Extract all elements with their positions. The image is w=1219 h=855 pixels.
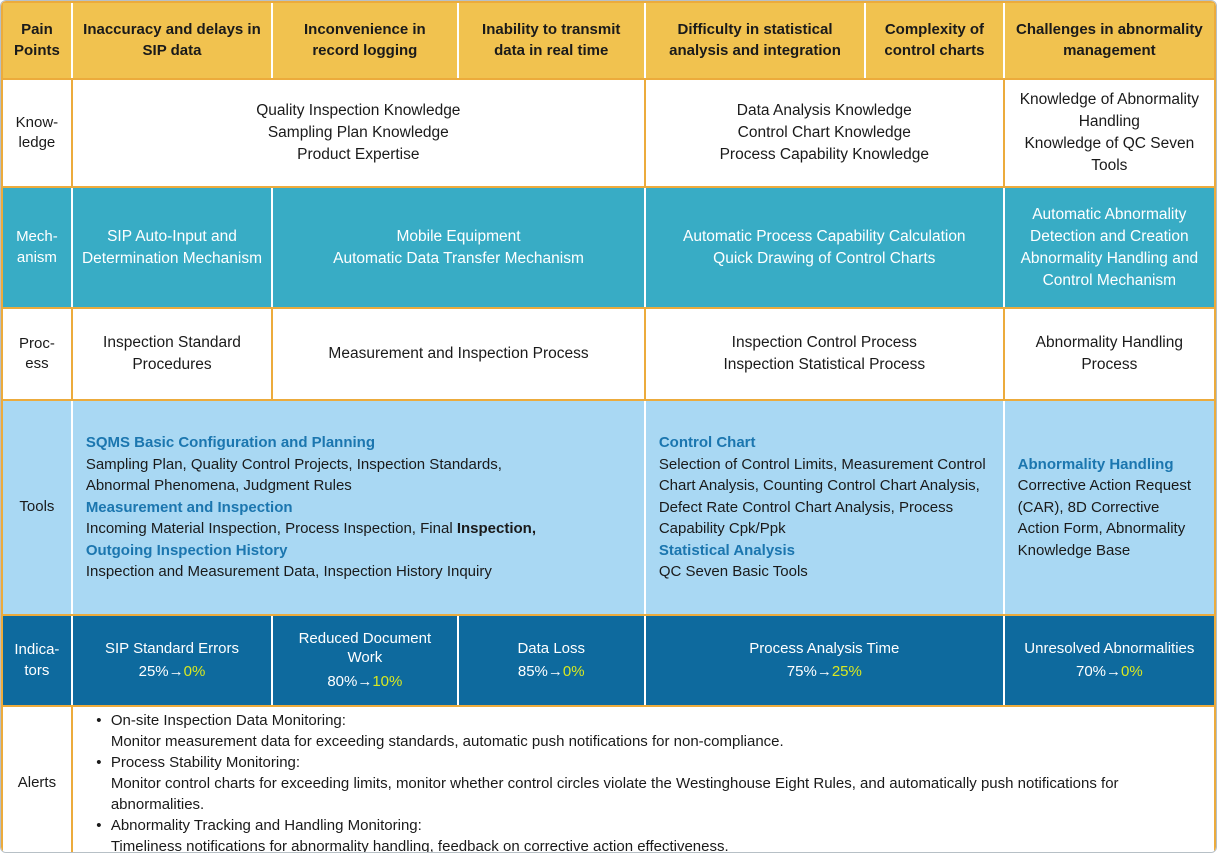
bullet-icon: •: [96, 754, 102, 771]
alert-title: Abnormality Tracking and Handling Monito…: [110, 817, 422, 834]
tools-heading-control-chart: Control Chart: [658, 433, 756, 451]
row-label-process: Proc- ess: [3, 309, 73, 399]
tools-cell-abnormality: Abnormality Handling Corrective Action R…: [1005, 401, 1214, 614]
mechanism-cell-abnormality: Automatic Abnormality Detection and Crea…: [1020, 205, 1199, 289]
indicator-cell-unresolved-abnormalities: Unresolved Abnormalities 70%→0%: [1005, 616, 1214, 705]
knowledge-cell-abnormality: Knowledge of Abnormality Handling Knowle…: [1019, 91, 1199, 174]
indicator-title: SIP Standard Errors: [105, 639, 239, 657]
alert-item-tracking: • Abnormality Tracking and Handling Moni…: [87, 815, 1200, 853]
alert-desc: Monitor measurement data for exceeding s…: [110, 733, 784, 750]
tools-heading-outgoing: Outgoing Inspection History: [85, 541, 288, 559]
tools-text-inquiry: Inspection and Measurement Data, Inspect…: [85, 563, 492, 581]
process-cell-control: Inspection Control Process Inspection St…: [646, 309, 1005, 399]
header-cell-realtime-transmit: Inability to transmit data in real time: [459, 3, 646, 78]
mechanism-cell-mobile: Mobile Equipment Automatic Data Transfer…: [273, 188, 646, 307]
indicator-cell-data-loss: Data Loss 85%→0%: [459, 616, 646, 705]
alert-item-onsite: • On-site Inspection Data Monitoring: Mo…: [87, 710, 1200, 752]
tools-heading-abnormality: Abnormality Handling: [1017, 455, 1174, 473]
alert-item-stability: • Process Stability Monitoring: Monitor …: [87, 752, 1200, 815]
alert-title: On-site Inspection Data Monitoring:: [110, 712, 346, 729]
alert-desc: Monitor control charts for exceeding lim…: [110, 775, 1119, 813]
knowledge-cell-analysis: Data Analysis Knowledge Control Chart Kn…: [646, 80, 1005, 186]
alert-title: Process Stability Monitoring:: [110, 754, 301, 771]
indicator-cell-document-work: Reduced Document Work 80%→10%: [273, 616, 459, 705]
indicator-cell-analysis-time: Process Analysis Time 75%→25%: [646, 616, 1005, 705]
header-cell-pain-points: Pain Points: [3, 3, 73, 78]
mechanism-cell-sip: SIP Auto-Input and Determination Mechani…: [73, 188, 274, 307]
tools-cell-main: SQMS Basic Configuration and Planning Sa…: [73, 401, 646, 614]
tools-heading-statistical-analysis: Statistical Analysis: [658, 541, 796, 559]
tools-text-abnormality: Corrective Action Request (CAR), 8D Corr…: [1017, 477, 1192, 559]
header-row: Pain Points Inaccuracy and delays in SIP…: [3, 3, 1214, 80]
row-label-tools: Tools: [3, 401, 73, 614]
alert-desc: Timeliness notifications for abnormality…: [110, 838, 729, 853]
knowledge-row: Know- ledge Quality Inspection Knowledge…: [3, 80, 1214, 188]
tools-row: Tools SQMS Basic Configuration and Plann…: [3, 401, 1214, 616]
mechanism-cell-capability: Automatic Process Capability Calculation…: [646, 188, 1005, 307]
alerts-cell: • On-site Inspection Data Monitoring: Mo…: [73, 707, 1214, 853]
process-row: Proc- ess Inspection Standard Procedures…: [3, 309, 1214, 401]
indicator-values: 85%→0%: [517, 663, 585, 681]
header-cell-control-charts: Complexity of control charts: [866, 3, 1005, 78]
indicator-values: 80%→10%: [327, 672, 403, 690]
tools-text-sampling: Sampling Plan, Quality Control Projects,…: [85, 455, 502, 495]
indicator-title: Unresolved Abnormalities: [1024, 639, 1195, 657]
tools-text-qc-tools: QC Seven Basic Tools: [658, 563, 808, 581]
process-cell-measurement: Measurement and Inspection Process: [273, 309, 646, 399]
tools-text-control-chart: Selection of Control Limits, Measurement…: [658, 455, 986, 538]
indicator-title: Process Analysis Time: [749, 639, 900, 657]
indicator-cell-sip-errors: SIP Standard Errors 25%→0%: [73, 616, 274, 705]
header-cell-sip-inaccuracy: Inaccuracy and delays in SIP data: [73, 3, 274, 78]
process-cell-standard: Inspection Standard Procedures: [73, 309, 274, 399]
header-cell-statistical-analysis: Difficulty in statistical analysis and i…: [646, 3, 867, 78]
header-cell-abnormality-management: Challenges in abnormality management: [1016, 21, 1203, 59]
row-label-indicators: Indica- tors: [3, 616, 73, 705]
knowledge-cell-quality: Quality Inspection Knowledge Sampling Pl…: [73, 80, 646, 186]
bullet-icon: •: [96, 817, 102, 834]
indicator-values: 75%→25%: [786, 663, 862, 681]
indicators-row: Indica- tors SIP Standard Errors 25%→0% …: [3, 616, 1214, 707]
tools-heading-sqms: SQMS Basic Configuration and Planning: [85, 433, 375, 451]
tools-text-inspection: Incoming Material Inspection, Process In…: [85, 520, 537, 538]
row-label-knowledge: Know- ledge: [3, 80, 73, 186]
row-label-alerts: Alerts: [3, 707, 73, 852]
indicator-values: 25%→0%: [138, 663, 206, 681]
indicator-title: Data Loss: [517, 639, 586, 657]
header-cell-record-logging: Inconvenience in record logging: [273, 3, 459, 78]
mechanism-row: Mech- anism SIP Auto-Input and Determina…: [3, 188, 1214, 309]
alerts-row: Alerts • On-site Inspection Data Monitor…: [3, 707, 1214, 853]
row-label-mechanism: Mech- anism: [3, 188, 73, 307]
indicator-title: Reduced Document Work: [298, 629, 432, 667]
indicator-values: 70%→0%: [1075, 663, 1143, 681]
bullet-icon: •: [96, 712, 102, 729]
tools-cell-statistics: Control Chart Selection of Control Limit…: [646, 401, 1005, 614]
tools-heading-measurement: Measurement and Inspection: [85, 498, 293, 516]
process-cell-abnormality: Abnormality Handling Process: [1035, 334, 1183, 373]
